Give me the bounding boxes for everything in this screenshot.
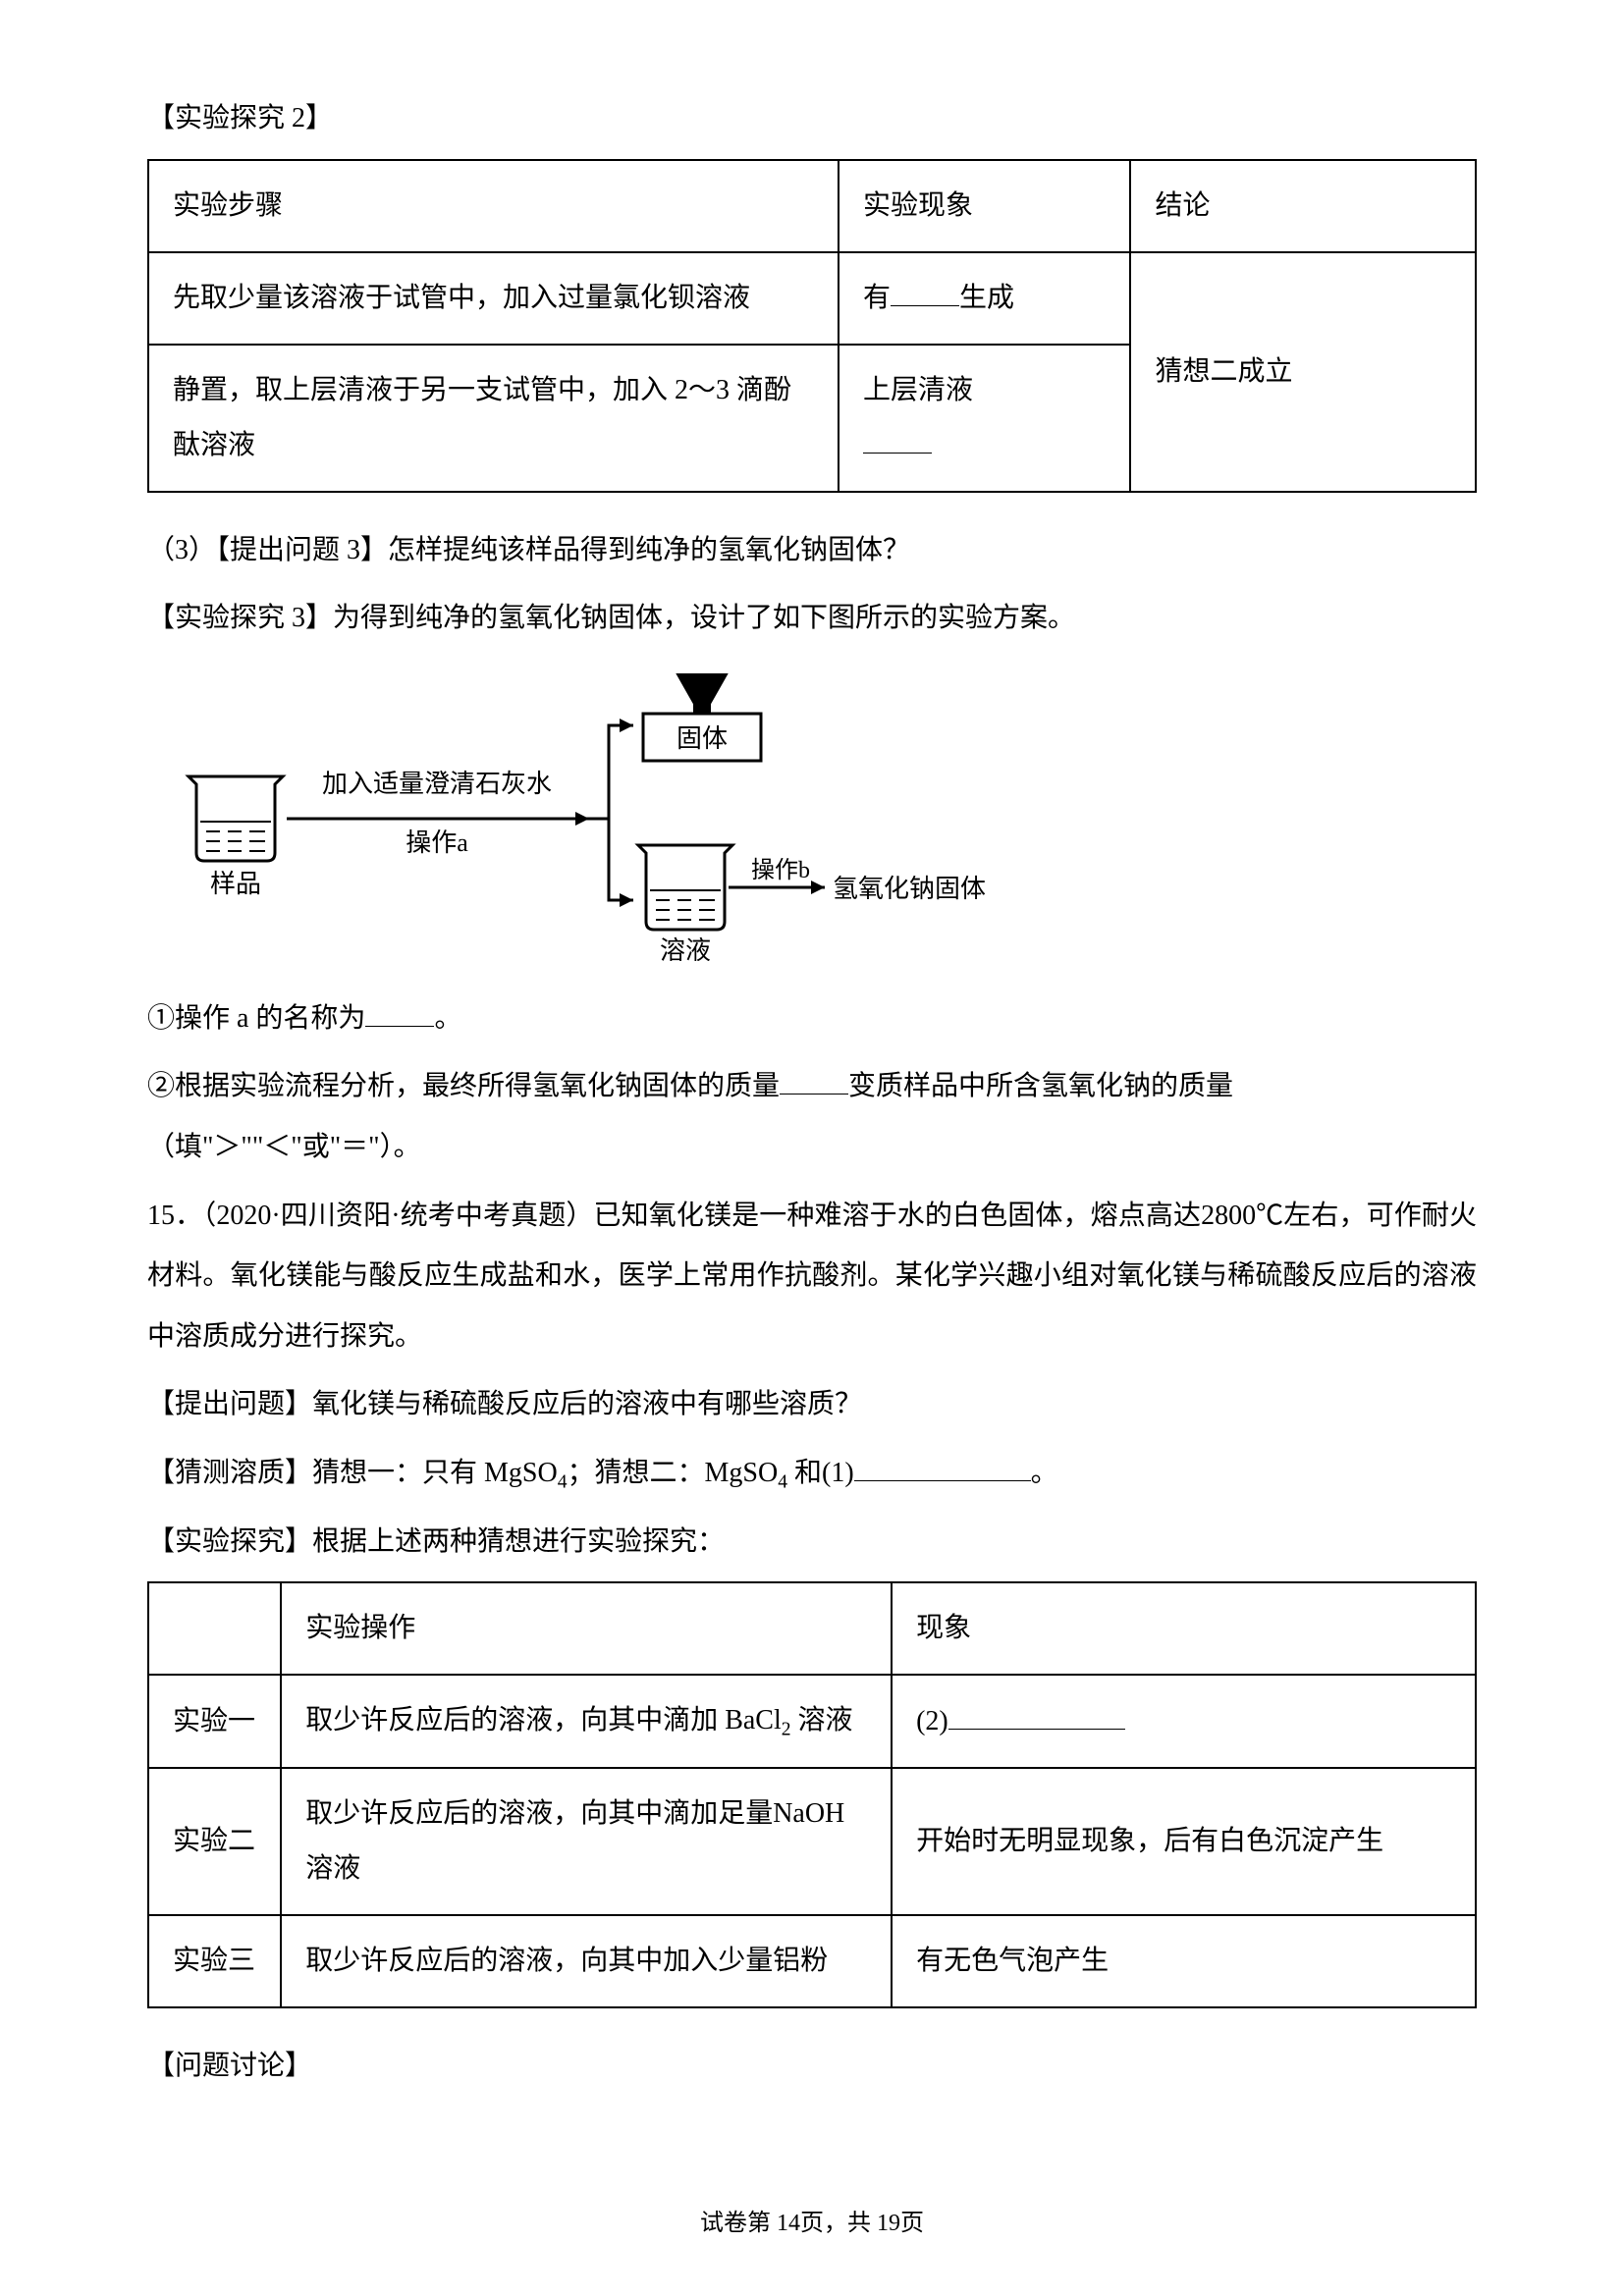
t2-r1-op: 取少许反应后的溶液，向其中滴加 BaCl2 溶液 [281, 1675, 892, 1768]
t1-h2: 实验现象 [839, 160, 1130, 252]
t2-r1-phen: (2) [892, 1675, 1476, 1768]
blank-field[interactable] [365, 999, 434, 1027]
subscript-4: 4 [778, 1472, 787, 1493]
subscript-2: 2 [782, 1720, 791, 1740]
q3-sub1-prefix: ①操作 a 的名称为 [147, 1003, 365, 1034]
question-3-line2: 【实验探究 3】为得到纯净的氢氧化钠固体，设计了如下图所示的实验方案。 [147, 588, 1477, 649]
q3-sub2-prefix: ②根据实验流程分析，最终所得氢氧化钠固体的质量 [147, 1071, 780, 1101]
t2-r2-label: 实验二 [148, 1768, 281, 1915]
t1-r2-steps: 静置，取上层清液于另一支试管中，加入 2～3 滴酚酞溶液 [148, 345, 839, 492]
diagram-arrow1-bottom: 操作a [406, 828, 468, 857]
diagram-arrow1-top: 加入适量澄清石灰水 [322, 770, 552, 798]
t1-r2-phen: 上层清液 [839, 345, 1130, 492]
experiment-table-2: 实验步骤 实验现象 结论 先取少量该溶液于试管中，加入过量氯化钡溶液 有 生成 猜… [147, 159, 1477, 493]
q15-guess-prefix: 【猜测溶质】猜想一：只有 MgSO [147, 1458, 558, 1488]
t2-r3-label: 实验三 [148, 1915, 281, 2007]
t2-r1-phen-prefix: (2) [916, 1706, 948, 1736]
blank-field[interactable] [854, 1454, 1031, 1481]
t2-h1 [148, 1582, 281, 1675]
q3-sub1: ①操作 a 的名称为 。 [147, 988, 1477, 1049]
t1-h3: 结论 [1130, 160, 1476, 252]
blank-field[interactable] [948, 1702, 1125, 1730]
q15-guess-mid: ；猜想二：MgSO [568, 1458, 779, 1488]
flow-diagram: 样品 加入适量澄清石灰水 操作a 固体 [177, 667, 1477, 961]
blank-field[interactable] [863, 426, 932, 454]
t1-r1-phen-prefix: 有 [863, 283, 891, 313]
question-3-line1: （3）【提出问题 3】怎样提纯该样品得到纯净的氢氧化钠固体？ [147, 520, 1477, 581]
t2-r2-phen: 开始时无明显现象，后有白色沉淀产生 [892, 1768, 1476, 1915]
diagram-solution-label: 溶液 [660, 936, 711, 961]
page-footer: 试卷第 14页，共 19页 [0, 2203, 1624, 2237]
q15-question: 【提出问题】氧化镁与稀硫酸反应后的溶液中有哪些溶质？ [147, 1374, 1477, 1435]
q3-sub2: ②根据实验流程分析，最终所得氢氧化钠固体的质量变质样品中所含氢氧化钠的质量（填"… [147, 1056, 1477, 1177]
experiment-table-3: 实验操作 现象 实验一 取少许反应后的溶液，向其中滴加 BaCl2 溶液 (2)… [147, 1581, 1477, 2008]
t2-r1-label: 实验一 [148, 1675, 281, 1768]
q15-intro: 15．（2020·四川资阳·统考中考真题）已知氧化镁是一种难溶于水的白色固体，熔… [147, 1186, 1477, 1367]
t1-conclusion: 猜想二成立 [1130, 252, 1476, 492]
subscript-4: 4 [558, 1472, 568, 1493]
t2-r1-op-prefix: 取少许反应后的溶液，向其中滴加 BaCl [305, 1705, 782, 1735]
t2-r2-op: 取少许反应后的溶液，向其中滴加足量NaOH 溶液 [281, 1768, 892, 1915]
t2-h2: 实验操作 [281, 1582, 892, 1675]
t1-r2-phen-text: 上层清液 [863, 375, 973, 405]
t1-r1-phen: 有 生成 [839, 252, 1130, 345]
diagram-naoh-label: 氢氧化钠固体 [833, 875, 986, 903]
diagram-solid-label: 固体 [677, 724, 728, 753]
q15-exp-title: 【实验探究】根据上述两种猜想进行实验探究： [147, 1512, 1477, 1573]
t2-r3-phen: 有无色气泡产生 [892, 1915, 1476, 2007]
t2-r1-op-suffix: 溶液 [791, 1705, 853, 1735]
q3-sub1-suffix: 。 [434, 1003, 461, 1034]
blank-field[interactable] [891, 279, 959, 306]
beaker-sample-icon [189, 776, 283, 861]
t2-h3: 现象 [892, 1582, 1476, 1675]
t1-r1-phen-suffix: 生成 [959, 283, 1014, 313]
t1-h1: 实验步骤 [148, 160, 839, 252]
t1-r1-steps: 先取少量该溶液于试管中，加入过量氯化钡溶液 [148, 252, 839, 345]
diagram-sample-label: 样品 [210, 870, 261, 898]
q15-guess-suf1: 和(1) [787, 1458, 854, 1488]
blank-field[interactable] [780, 1067, 848, 1095]
q15-guess: 【猜测溶质】猜想一：只有 MgSO4；猜想二：MgSO4 和(1)。 [147, 1443, 1477, 1504]
t2-r3-op: 取少许反应后的溶液，向其中加入少量铝粉 [281, 1915, 892, 2007]
section-title: 【实验探究 2】 [147, 88, 1477, 149]
beaker-solution-icon [638, 845, 732, 930]
diagram-opb-label: 操作b [751, 857, 810, 883]
q15-guess-suf2: 。 [1031, 1458, 1058, 1488]
discuss-title: 【问题讨论】 [147, 2036, 1477, 2097]
